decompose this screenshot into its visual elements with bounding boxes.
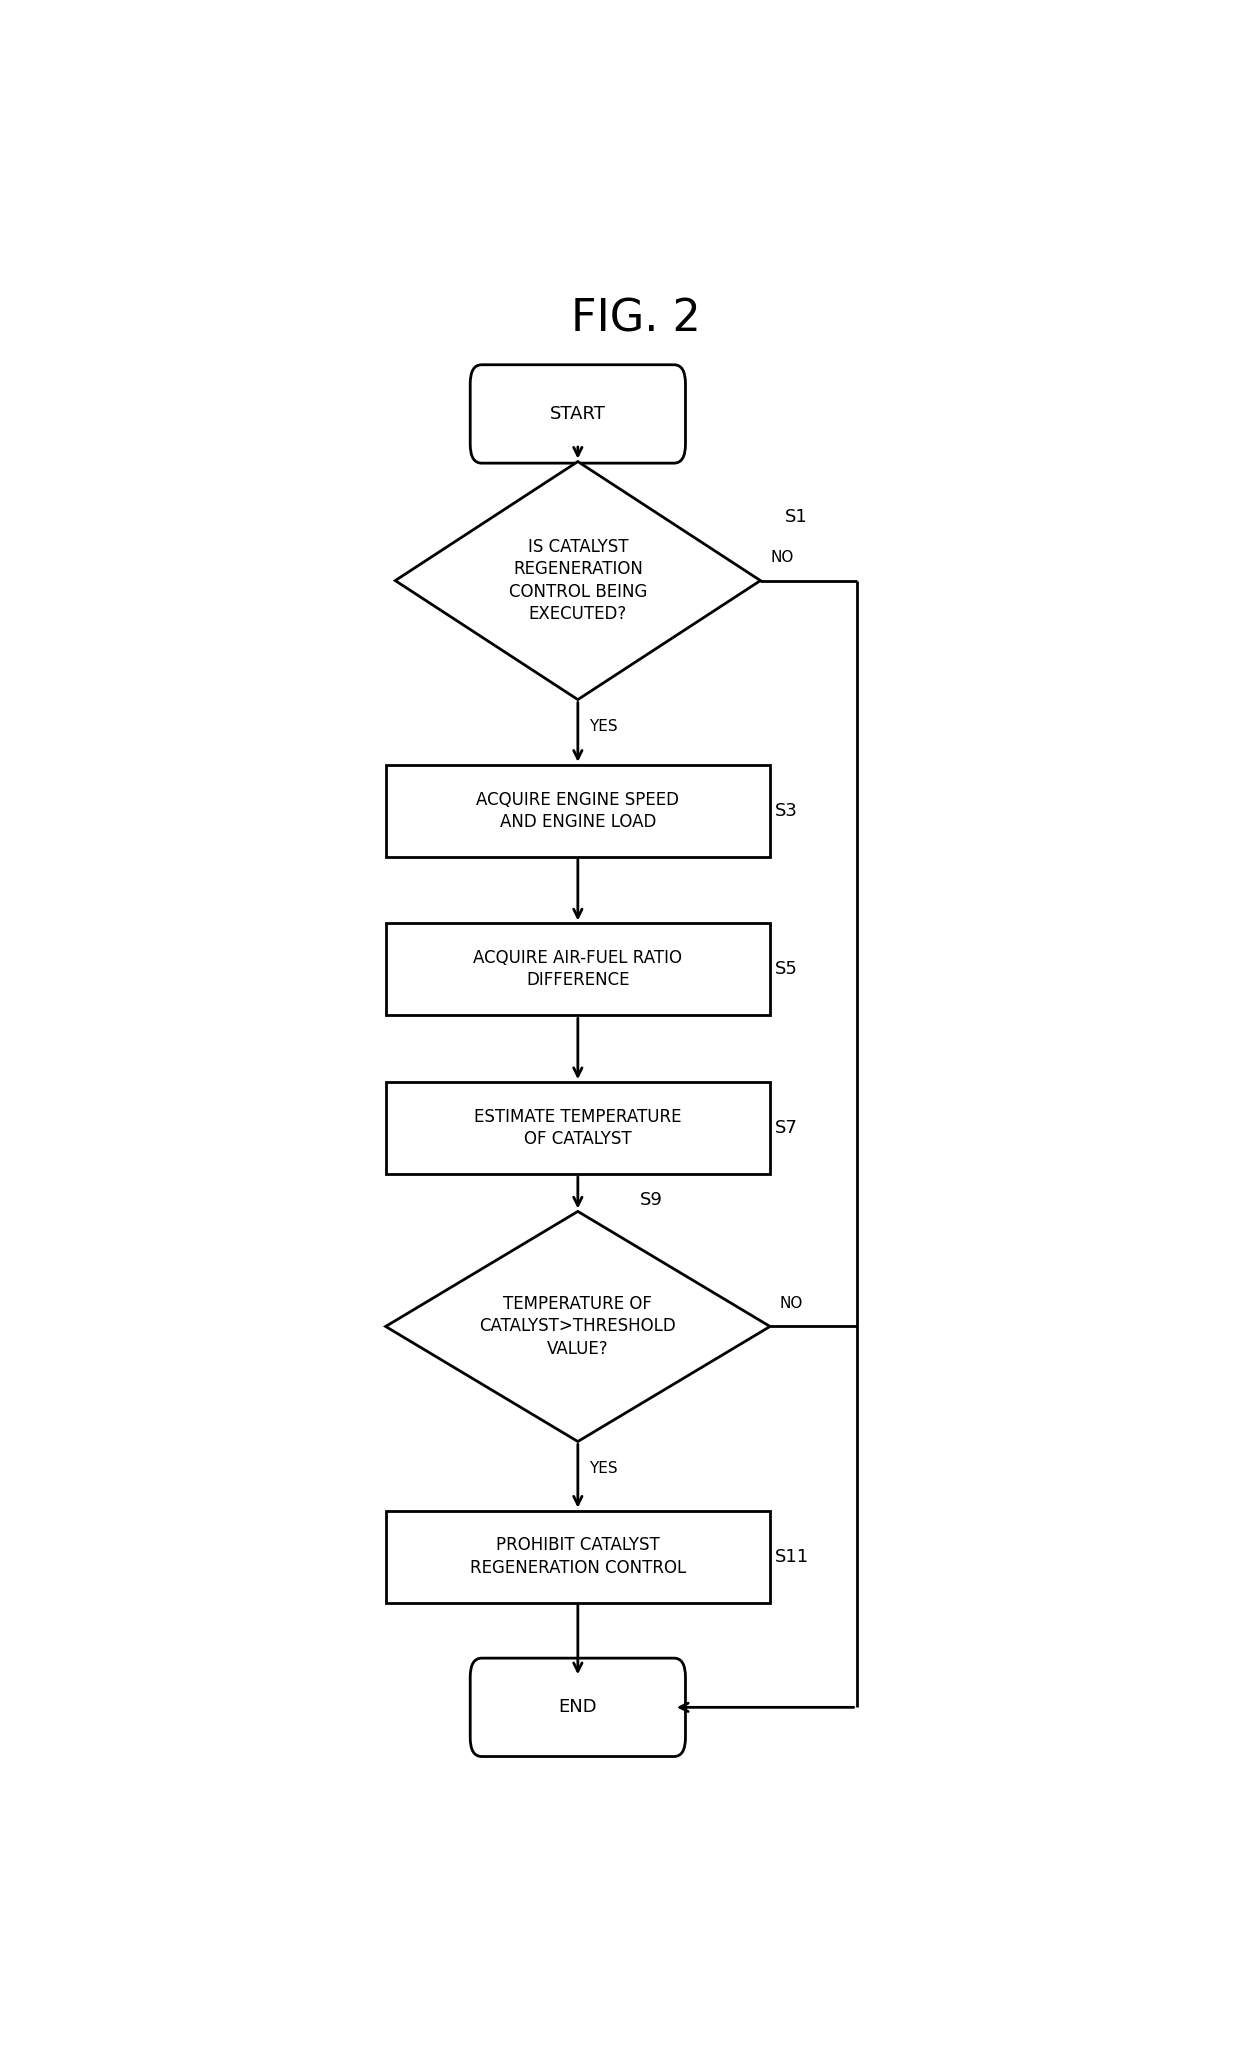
- Text: FIG. 2: FIG. 2: [570, 297, 701, 340]
- Text: YES: YES: [589, 719, 618, 734]
- FancyBboxPatch shape: [470, 365, 686, 464]
- Text: START: START: [549, 404, 606, 423]
- Text: S1: S1: [785, 509, 807, 526]
- Text: NO: NO: [770, 550, 794, 565]
- Text: IS CATALYST
REGENERATION
CONTROL BEING
EXECUTED?: IS CATALYST REGENERATION CONTROL BEING E…: [508, 538, 647, 622]
- Text: END: END: [558, 1698, 598, 1717]
- Polygon shape: [386, 1212, 770, 1441]
- FancyBboxPatch shape: [386, 1082, 770, 1175]
- Text: S9: S9: [640, 1191, 663, 1208]
- Text: S11: S11: [775, 1548, 808, 1566]
- FancyBboxPatch shape: [386, 923, 770, 1016]
- FancyBboxPatch shape: [386, 765, 770, 857]
- Text: YES: YES: [589, 1461, 618, 1476]
- Polygon shape: [396, 462, 760, 699]
- Text: ESTIMATE TEMPERATURE
OF CATALYST: ESTIMATE TEMPERATURE OF CATALYST: [474, 1109, 682, 1148]
- Text: TEMPERATURE OF
CATALYST>THRESHOLD
VALUE?: TEMPERATURE OF CATALYST>THRESHOLD VALUE?: [480, 1294, 676, 1358]
- Text: ACQUIRE AIR-FUEL RATIO
DIFFERENCE: ACQUIRE AIR-FUEL RATIO DIFFERENCE: [474, 950, 682, 989]
- FancyBboxPatch shape: [470, 1659, 686, 1756]
- Text: S5: S5: [775, 960, 797, 979]
- Text: PROHIBIT CATALYST
REGENERATION CONTROL: PROHIBIT CATALYST REGENERATION CONTROL: [470, 1535, 686, 1577]
- FancyBboxPatch shape: [386, 1511, 770, 1603]
- Text: S3: S3: [775, 802, 797, 820]
- Text: S7: S7: [775, 1119, 797, 1138]
- Text: NO: NO: [780, 1296, 804, 1311]
- Text: ACQUIRE ENGINE SPEED
AND ENGINE LOAD: ACQUIRE ENGINE SPEED AND ENGINE LOAD: [476, 791, 680, 831]
